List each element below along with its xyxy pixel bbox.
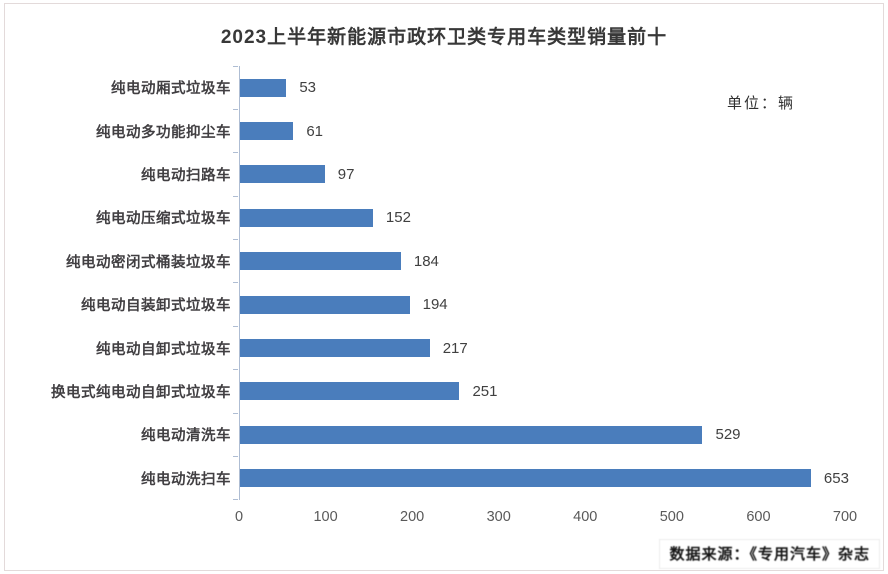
x-tick-label: 600 — [746, 509, 771, 525]
value-label: 251 — [472, 382, 498, 400]
bar-row: 纯电动洗扫车 653 — [5, 456, 877, 501]
bar-area: 653 — [233, 456, 852, 501]
category-label: 纯电动压缩式垃圾车 — [96, 211, 231, 228]
bar — [240, 469, 811, 488]
bar — [240, 382, 460, 401]
category-label: 纯电动清洗车 — [141, 428, 231, 445]
bar-row: 纯电动厢式垃圾车 53 — [5, 65, 877, 110]
bar-area: 53 — [233, 65, 852, 110]
bar — [240, 122, 294, 141]
bar-area: 529 — [233, 412, 852, 457]
bar-area: 152 — [233, 195, 852, 240]
value-label: 97 — [337, 165, 355, 183]
bar-area: 217 — [233, 325, 852, 370]
bar-row: 纯电动压缩式垃圾车 152 — [5, 195, 877, 240]
value-label: 53 — [299, 79, 317, 97]
bar-row: 纯电动扫路车 97 — [5, 152, 877, 197]
unit-annotation: 单位：辆 — [726, 95, 795, 112]
value-label: 217 — [442, 339, 468, 357]
bar — [240, 425, 703, 444]
x-tick-label: 100 — [313, 509, 338, 525]
bar — [240, 295, 410, 314]
value-label: 529 — [715, 426, 741, 444]
value-label: 61 — [306, 122, 324, 140]
bar-row: 纯电动清洗车 529 — [5, 412, 877, 457]
value-label: 653 — [823, 469, 849, 487]
x-tick-label: 300 — [486, 509, 511, 525]
x-axis: 0 100 200 300 400 500 600 700 — [235, 504, 857, 526]
bar-area: 97 — [233, 152, 852, 197]
x-tick-label: 500 — [659, 509, 684, 525]
category-label: 换电式纯电动自卸式垃圾车 — [51, 384, 231, 401]
bar-row: 纯电动自装卸式垃圾车 194 — [5, 282, 877, 327]
bar-area: 194 — [233, 282, 852, 327]
bar — [240, 165, 325, 184]
bar — [240, 339, 430, 358]
bar-row: 纯电动自卸式垃圾车 217 — [5, 325, 877, 370]
category-label: 纯电动多功能抑尘车 — [96, 124, 231, 141]
category-label: 纯电动洗扫车 — [141, 471, 231, 488]
bar-row: 纯电动密闭式桶装垃圾车 184 — [5, 239, 877, 283]
category-label: 纯电动密闭式桶装垃圾车 — [66, 254, 231, 271]
category-label: 纯电动自装卸式垃圾车 — [81, 298, 231, 315]
bar-area: 251 — [233, 369, 852, 414]
x-tick-label: 700 — [832, 509, 858, 525]
bar-area: 184 — [233, 239, 852, 283]
chart-title: 2023上半年新能源市政环卫类专用车类型销量前十 — [220, 27, 668, 48]
category-label: 纯电动自卸式垃圾车 — [96, 341, 231, 358]
value-label: 194 — [422, 296, 448, 314]
x-tick-label: 200 — [400, 509, 425, 525]
bar — [240, 208, 373, 227]
category-label: 纯电动厢式垃圾车 — [111, 81, 231, 98]
category-label: 纯电动扫路车 — [141, 167, 231, 184]
x-tick-label: 400 — [573, 509, 598, 525]
value-label: 184 — [413, 252, 439, 270]
value-label: 152 — [385, 209, 411, 227]
chart-card: 2023上半年新能源市政环卫类专用车类型销量前十 单位：辆 纯电动厢式垃圾车 53… — [4, 3, 884, 571]
bar — [240, 78, 287, 97]
bar-row: 纯电动多功能抑尘车 61 — [5, 108, 877, 153]
source-watermark: 数据来源：《专用汽车》杂志 — [659, 539, 880, 569]
x-tick-label: 0 — [234, 509, 244, 525]
bar-row: 换电式纯电动自卸式垃圾车 251 — [5, 369, 877, 414]
bar-area: 61 — [233, 108, 852, 153]
bar-rows: 纯电动厢式垃圾车 53 纯电动多功能抑尘车 61 纯电动扫路车 97 纯电动压缩式垃圾车 15… — [5, 65, 877, 501]
bar — [240, 252, 401, 271]
